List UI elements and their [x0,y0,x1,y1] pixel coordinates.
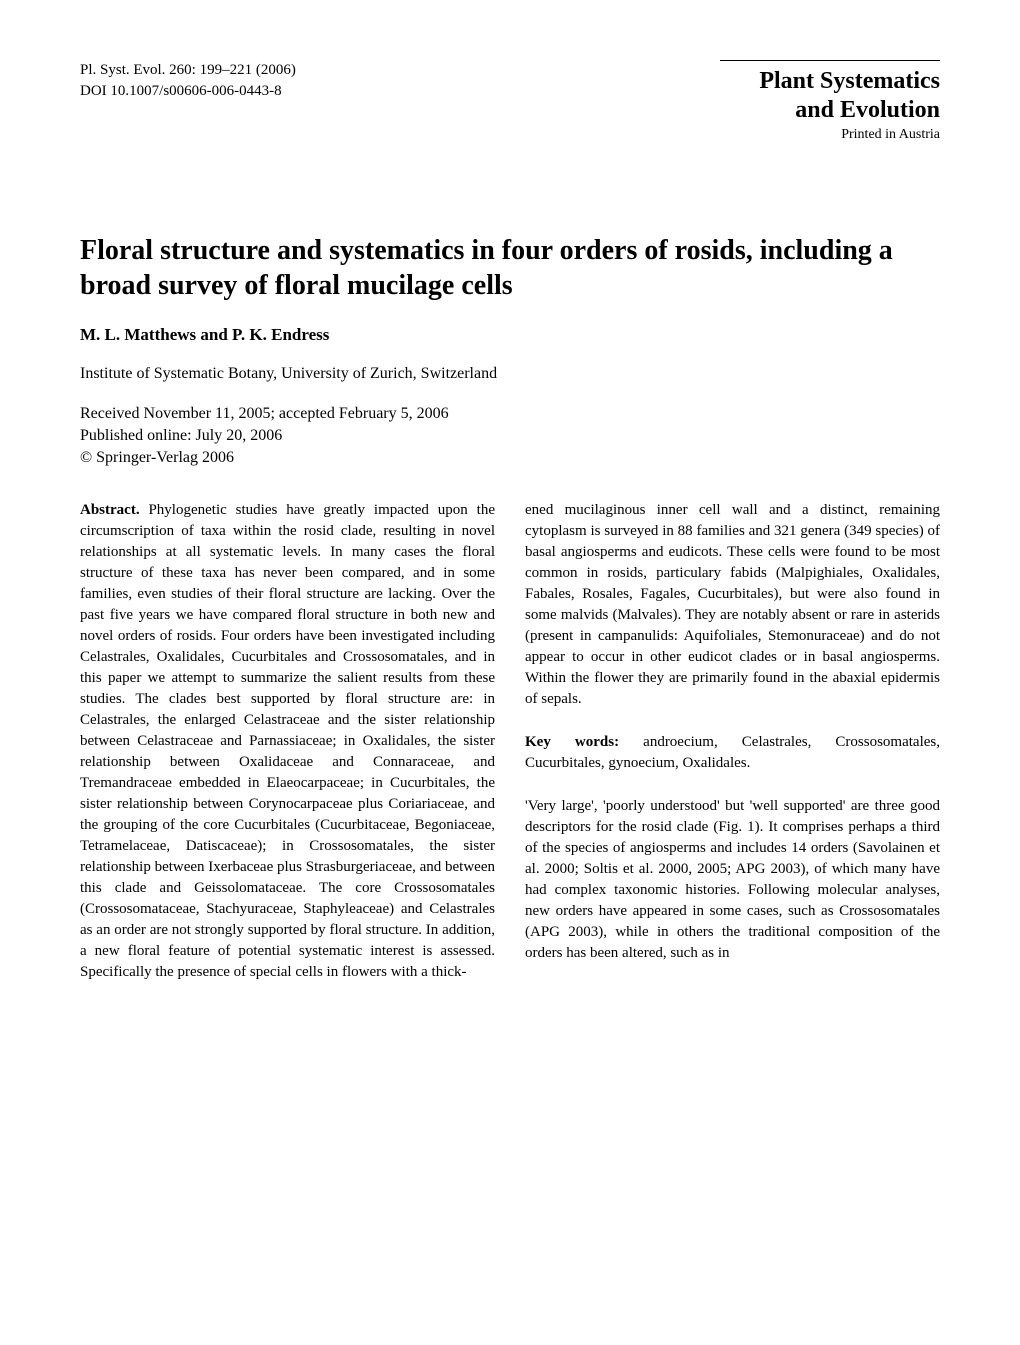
journal-title-block: Plant Systematics and Evolution Printed … [720,60,940,143]
abstract-label: Abstract. [80,502,140,518]
publication-dates: Received November 11, 2005; accepted Feb… [80,403,940,470]
affiliation: Institute of Systematic Botany, Universi… [80,365,940,383]
divider-line [720,60,940,61]
doi: DOI 10.1007/s00606-006-0443-8 [80,81,296,102]
published-date: Published online: July 20, 2006 [80,425,940,447]
journal-name: Plant Systematics [720,67,940,96]
article-title: Floral structure and systematics in four… [80,233,940,303]
keywords-paragraph: Key words: androecium, Celastrales, Cros… [525,732,940,774]
journal-subtitle: and Evolution [720,96,940,125]
intro-paragraph: 'Very large', 'poorly understood' but 'w… [525,796,940,964]
left-column: Abstract. Phylogenetic studies have grea… [80,500,495,983]
abstract-text-left: Phylogenetic studies have greatly impact… [80,502,495,980]
printed-in: Printed in Austria [720,127,940,143]
right-column: ened mucilaginous inner cell wall and a … [525,500,940,983]
journal-reference-block: Pl. Syst. Evol. 260: 199–221 (2006) DOI … [80,60,296,102]
page-header: Pl. Syst. Evol. 260: 199–221 (2006) DOI … [80,60,940,143]
journal-reference: Pl. Syst. Evol. 260: 199–221 (2006) [80,60,296,81]
keywords-label: Key words: [525,734,619,750]
abstract-paragraph: Abstract. Phylogenetic studies have grea… [80,500,495,983]
received-date: Received November 11, 2005; accepted Feb… [80,403,940,425]
abstract-continuation: ened mucilaginous inner cell wall and a … [525,500,940,710]
copyright: © Springer-Verlag 2006 [80,447,940,469]
body-columns: Abstract. Phylogenetic studies have grea… [80,500,940,983]
authors: M. L. Matthews and P. K. Endress [80,325,940,345]
